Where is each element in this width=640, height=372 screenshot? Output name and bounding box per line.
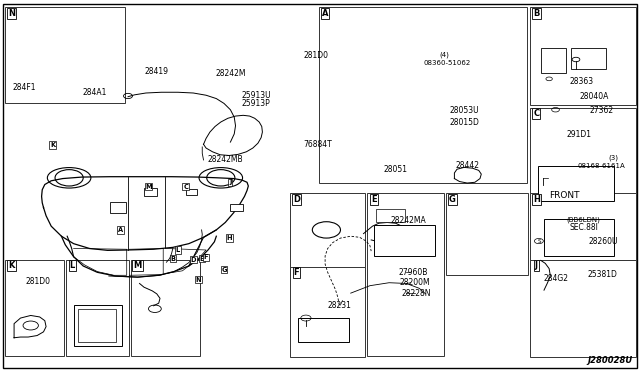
Text: 28015D: 28015D [449,118,479,126]
Bar [571,48,606,69]
Text: N: N [8,9,15,17]
Text: J: J [229,179,232,185]
Text: M: M [134,262,141,270]
Text: 284F1: 284F1 [13,83,36,92]
Text: 28419: 28419 [145,67,169,76]
Bar [298,318,349,342]
Text: (BB6LDN): (BB6LDN) [567,217,600,224]
Bar [186,189,197,195]
Text: 28242MA: 28242MA [390,216,426,225]
Text: 27960B: 27960B [398,268,428,277]
Bar [530,7,636,105]
Bar [78,309,116,342]
Bar [144,188,157,196]
Text: K: K [8,262,15,270]
Text: A: A [322,9,328,17]
Text: 28200M: 28200M [399,278,430,287]
Text: L: L [70,262,75,270]
Text: F: F [294,268,299,277]
Text: 28231: 28231 [327,301,351,310]
Text: 284A1: 284A1 [83,88,107,97]
Bar [319,7,527,183]
Bar [110,202,126,213]
Text: 281D0: 281D0 [303,51,329,60]
Text: H: H [533,195,540,203]
Bar [374,225,435,256]
Bar [367,193,444,356]
Text: D: D [293,195,300,203]
Text: FRONT: FRONT [549,191,580,200]
Text: 28242MB: 28242MB [207,155,243,164]
Bar [530,193,636,260]
Bar [376,209,405,222]
Text: B: B [170,256,175,262]
Text: E: E [371,195,376,203]
Text: B: B [533,9,540,17]
Text: E: E [199,256,204,262]
Text: 25913P: 25913P [242,99,270,108]
Text: 284G2: 284G2 [543,274,568,283]
Text: 28363: 28363 [569,77,593,86]
Bar [446,193,528,275]
Bar [230,204,243,211]
Bar [5,7,125,103]
Text: A: A [118,227,123,233]
Text: 28242M: 28242M [215,69,246,78]
Bar [538,166,614,201]
Text: H: H [227,235,232,241]
Text: 28051: 28051 [383,165,408,174]
Text: 28228N: 28228N [401,289,431,298]
Text: 291D1: 291D1 [566,130,592,139]
Text: C: C [533,109,540,118]
Bar [131,260,200,356]
Text: D: D [191,257,196,263]
Bar [530,108,636,200]
Bar [74,305,122,346]
Text: J280028U: J280028U [587,356,632,365]
Bar [541,48,566,73]
Text: 28053U: 28053U [449,106,479,115]
Text: S: S [537,238,541,244]
Text: L: L [176,247,180,253]
Text: G: G [449,195,456,203]
Bar [290,267,365,357]
Text: 08360-51062: 08360-51062 [423,60,470,66]
Text: 28442: 28442 [455,161,479,170]
Text: SEC.88I: SEC.88I [569,223,598,232]
Text: 27362: 27362 [589,106,614,115]
Bar [5,260,64,356]
Text: 25913U: 25913U [241,92,271,100]
Bar [66,260,129,356]
Text: 76884T: 76884T [304,140,332,149]
Bar [530,260,636,357]
Text: 281D0: 281D0 [26,278,51,286]
Text: 08168-6161A: 08168-6161A [578,163,625,169]
Text: C: C [183,184,188,190]
Text: 28040A: 28040A [579,92,609,101]
Text: J: J [535,261,538,270]
Bar [290,193,365,275]
Text: K: K [50,142,55,148]
Text: 25381D: 25381D [588,270,618,279]
Bar [544,219,614,256]
Text: F: F [204,254,209,260]
Text: N: N [196,277,201,283]
Text: G: G [221,267,227,273]
Text: (4): (4) [440,52,450,58]
Text: M: M [145,184,152,190]
Text: (3): (3) [608,155,618,161]
Text: 28260U: 28260U [588,237,618,246]
